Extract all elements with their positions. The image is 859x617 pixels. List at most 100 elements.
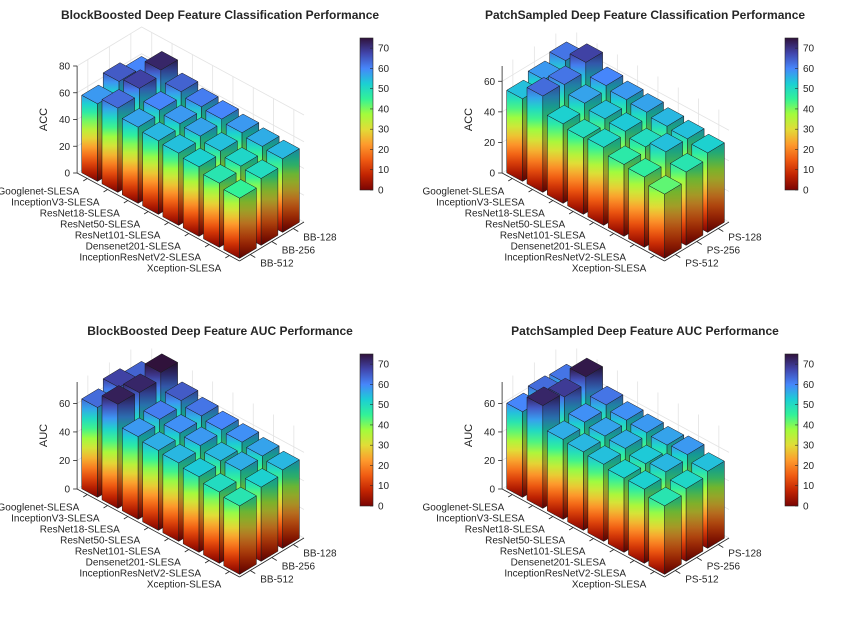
bar-top-face	[185, 87, 219, 108]
grid-line	[76, 26, 305, 116]
bar-top-face	[163, 104, 198, 125]
bar-top-face	[122, 69, 157, 89]
bar-top-face	[102, 62, 137, 82]
bar-top-face	[567, 432, 601, 453]
bar-top-face	[164, 72, 199, 93]
category-tick	[184, 549, 189, 553]
bar-front-face	[223, 496, 240, 575]
category-tick	[609, 549, 614, 553]
bar-top-face	[608, 429, 643, 449]
bar-top-face	[122, 373, 157, 393]
bar-top-face	[182, 457, 217, 478]
colorbar: 0 10 20 30 40 50 60 70	[359, 37, 390, 197]
bar-top-face	[547, 65, 582, 85]
series-tick-label: BB-128	[303, 233, 337, 244]
series-tick	[293, 228, 299, 232]
category-tick-label: InceptionV3-SLESA	[11, 514, 100, 525]
z-tick-label: 0	[490, 169, 496, 180]
colorbar-tick-label: 40	[803, 104, 815, 115]
category-tick-label: Xception-SLESA	[572, 264, 647, 275]
category-tick-label: ResNet101-SLESA	[75, 231, 161, 242]
colorbar-tick-label: 50	[803, 400, 815, 411]
bar-front-face	[223, 189, 240, 259]
z-tick-label: 0	[65, 485, 71, 496]
bar-side-face	[685, 161, 704, 246]
bar-top-face	[568, 84, 602, 104]
bar-side-face	[664, 183, 682, 259]
bar-front-face	[122, 427, 139, 520]
category-tick	[184, 233, 189, 237]
chart-panel-2: PatchSampled Deep Feature Classification…	[423, 8, 815, 275]
colorbar: 0 10 20 30 40 50 60 70	[784, 353, 815, 513]
bar-side-face	[282, 459, 300, 549]
colorbar-tick-label: 0	[803, 502, 809, 513]
bar-top-face	[669, 152, 704, 173]
bar-top-face	[610, 80, 644, 100]
category-axis-line	[76, 488, 240, 578]
bars	[506, 357, 725, 575]
bar-top-face	[630, 93, 665, 113]
z-tick-label: 60	[484, 399, 496, 410]
bar-top-face	[244, 468, 279, 488]
bars	[506, 41, 725, 259]
bar-top-face	[691, 133, 725, 154]
bar-top-face	[101, 89, 136, 109]
bar-front-face	[628, 480, 645, 564]
bar-top-face	[162, 134, 197, 154]
category-tick-label: InceptionResNetV2-SLESA	[79, 569, 201, 580]
colorbar-tick-label: 20	[803, 145, 815, 156]
bar-top-face	[162, 443, 197, 464]
bar-top-face	[164, 381, 199, 401]
colorbar-tick-label: 30	[803, 125, 815, 136]
bar-top-face	[142, 121, 176, 142]
colorbar-tick-label: 70	[378, 360, 390, 371]
bar-top-face	[204, 132, 238, 152]
colorbar-tick-label: 50	[378, 84, 390, 95]
z-tick-label: 40	[484, 107, 496, 118]
series-tick-label: BB-512	[260, 575, 294, 586]
category-axis-line	[501, 488, 665, 578]
category-axis: Googlenet-SLESAInceptionV3-SLESAResNet18…	[0, 172, 240, 275]
bar-front-face	[526, 87, 544, 193]
z-tick-label: 0	[65, 169, 71, 180]
bar-front-face	[203, 174, 220, 248]
colorbar-tick-label: 20	[378, 145, 390, 156]
bar-top-face	[669, 469, 704, 489]
colorbar-gradient	[784, 37, 799, 191]
colorbar-tick-label: 50	[803, 84, 815, 95]
bar-top-face	[610, 401, 644, 421]
colorbar: 0 10 20 30 40 50 60 70	[359, 353, 390, 513]
category-tick-label: Xception-SLESA	[572, 580, 647, 591]
bar-side-face	[664, 495, 682, 575]
category-tick	[204, 244, 210, 248]
z-tick-label: 40	[59, 427, 71, 438]
category-tick	[123, 516, 129, 520]
bar-top-face	[526, 77, 561, 97]
category-tick-label: InceptionResNetV2-SLESA	[504, 253, 626, 264]
category-tick	[568, 527, 574, 531]
z-tick-label: 40	[484, 427, 496, 438]
z-axis-label: AUC	[38, 424, 50, 447]
bar-top-face	[568, 403, 602, 423]
category-tick-label: ResNet18-SLESA	[40, 209, 120, 220]
series-tick	[293, 544, 299, 548]
colorbar-tick-label: 30	[378, 441, 390, 452]
series-tick-label: BB-512	[260, 259, 294, 270]
category-tick	[164, 222, 169, 226]
colorbar-tick-label: 40	[378, 420, 390, 431]
bar-front-face	[142, 131, 159, 215]
colorbar-tick-label: 10	[803, 165, 815, 176]
bar-top-face	[202, 164, 237, 184]
series-tick	[696, 557, 702, 561]
category-tick	[629, 560, 635, 564]
bar-side-face	[239, 495, 257, 575]
bar-top-face	[205, 410, 240, 431]
bar-top-face	[202, 473, 237, 493]
z-tick-label: 60	[59, 399, 71, 410]
bar-top-face	[185, 396, 219, 417]
series-tick	[718, 228, 724, 232]
chart-panel-3: BlockBoosted Deep Feature AUC Performanc…	[0, 324, 390, 591]
bar-top-face	[163, 414, 198, 434]
category-tick-label: ResNet18-SLESA	[40, 525, 120, 536]
